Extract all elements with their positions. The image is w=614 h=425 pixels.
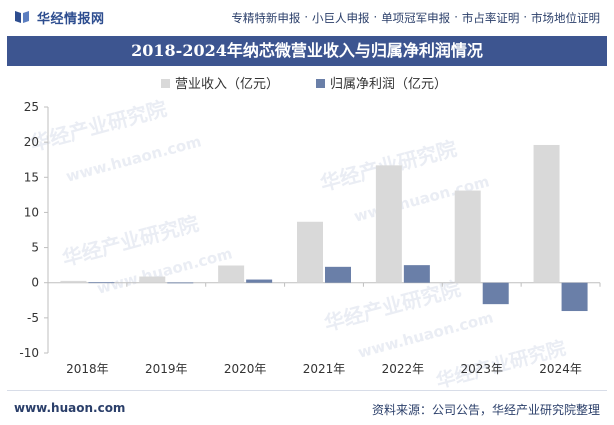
legend-label: 归属净利润（亿元） <box>330 77 447 92</box>
bar-net-profit <box>403 265 430 283</box>
site-logo[interactable]: 华经情报网 <box>13 8 105 27</box>
legend: 营业收入（亿元） 归属净利润（亿元） <box>161 77 447 92</box>
bar-net-profit <box>561 282 588 312</box>
title-bar: 2018-2024年纳芯微营业收入与归属净利润情况 <box>7 36 607 66</box>
logo-icon <box>15 11 29 23</box>
bar-revenue <box>375 165 402 283</box>
bar-revenue <box>218 265 245 283</box>
bar-revenue <box>533 144 560 283</box>
link-market-position-certificate[interactable]: 市场地位证明 <box>531 11 600 25</box>
link-separator: · <box>304 10 309 24</box>
x-tick-label: 2020年 <box>224 362 267 376</box>
link-separator: · <box>523 10 527 24</box>
logo-text: 华经情报网 <box>37 11 105 27</box>
bar-net-profit <box>88 282 115 284</box>
y-axis: -10 -5 0 5 10 15 20 25 <box>19 100 49 360</box>
bar-net-profit <box>167 282 194 284</box>
bar-revenue <box>60 280 87 283</box>
legend-label: 营业收入（亿元） <box>175 77 279 92</box>
link-single-champion-declaration[interactable]: 单项冠军申报 <box>381 11 451 25</box>
bar-net-profit <box>325 266 351 283</box>
legend-swatch <box>316 79 325 88</box>
x-tick-label: 2021年 <box>303 362 346 376</box>
legend-swatch <box>161 79 170 88</box>
y-tick-label: -5 <box>27 311 39 325</box>
x-tick-label: 2024年 <box>539 362 582 376</box>
link-market-share-certificate[interactable]: 市占率证明 <box>461 11 520 25</box>
bar-net-profit <box>246 279 273 283</box>
footer: www.huaon.com 资料来源：公司公告，华经产业研究院整理 <box>0 392 614 425</box>
y-tick-label: 0 <box>31 276 39 290</box>
footer-source: 资料来源：公司公告，华经产业研究院整理 <box>371 403 600 417</box>
footer-url[interactable]: www.huaon.com <box>14 401 126 415</box>
link-separator: · <box>373 10 378 24</box>
bar-revenue <box>454 190 481 283</box>
y-tick-label: 25 <box>24 100 39 114</box>
bar-revenue <box>139 276 166 283</box>
y-tick-label: -10 <box>19 346 39 360</box>
x-tick-label: 2019年 <box>145 362 188 376</box>
y-tick-label: 10 <box>24 205 39 219</box>
x-tick-label: 2022年 <box>382 362 425 376</box>
y-tick-label: 15 <box>24 170 39 184</box>
y-tick-label: 5 <box>31 241 39 255</box>
link-separator: · <box>454 10 458 24</box>
bars <box>60 144 588 312</box>
top-links: 专精特新申报 · 小巨人申报 · 单项冠军申报 · 市占率证明 · 市场地位证明 <box>231 10 600 26</box>
chart-title: 2018-2024年纳芯微营业收入与归属净利润情况 <box>131 41 483 60</box>
footer-divider <box>7 390 607 391</box>
bar-revenue <box>297 221 323 283</box>
top-bar: 华经情报网 专精特新申报 · 小巨人申报 · 单项冠军申报 · 市占率证明 · … <box>0 0 614 34</box>
link-little-giant-declaration[interactable]: 小巨人申报 <box>312 11 370 25</box>
x-tick-label: 2018年 <box>66 362 109 376</box>
x-axis: 2018年 2019年 2020年 2021年 2022年 2023年 2024年 <box>47 282 601 376</box>
bar-net-profit <box>482 282 509 305</box>
y-tick-label: 20 <box>24 135 39 149</box>
link-specialized-declaration[interactable]: 专精特新申报 <box>231 11 301 25</box>
x-tick-label: 2023年 <box>460 362 503 376</box>
